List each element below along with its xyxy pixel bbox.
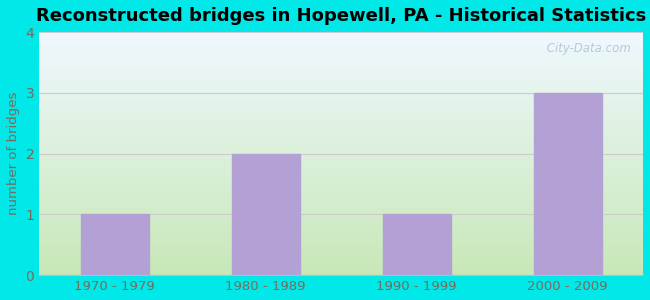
Bar: [231, 154, 300, 275]
Y-axis label: number of bridges: number of bridges: [7, 92, 20, 215]
Bar: [534, 93, 601, 275]
Bar: [383, 214, 450, 275]
Text: City-Data.com: City-Data.com: [543, 42, 631, 55]
Title: Reconstructed bridges in Hopewell, PA - Historical Statistics: Reconstructed bridges in Hopewell, PA - …: [36, 7, 646, 25]
Bar: [81, 214, 149, 275]
